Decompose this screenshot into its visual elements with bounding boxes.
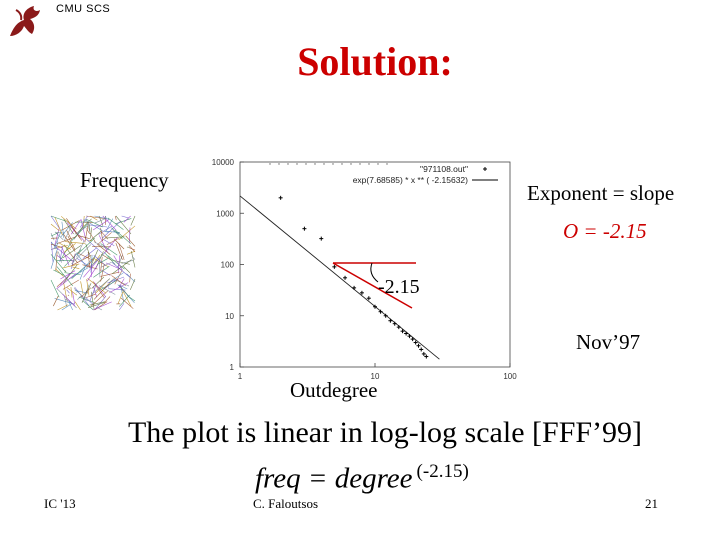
x-tick-label: 100 [503, 372, 517, 381]
data-point [359, 290, 364, 295]
data-point [413, 340, 418, 345]
frame-dot [341, 163, 343, 165]
y-tick-label: 1 [230, 363, 235, 372]
data-point [383, 313, 388, 318]
legend-entry: exp(7.68585) * x ** ( -2.15632) [353, 175, 468, 185]
y-tick-label: 10000 [212, 158, 235, 167]
x-tick-label: 1 [238, 372, 243, 381]
footer-course: IC '13 [44, 496, 76, 511]
y-ticks: 10000 1000 100 10 1 [212, 158, 244, 372]
frame-dot [269, 163, 271, 165]
org-name: CMU SCS [56, 3, 111, 15]
data-point [343, 275, 348, 280]
frame-dot [359, 163, 361, 165]
frame-dot [350, 163, 352, 165]
data-point [366, 296, 371, 301]
y-tick-label: 1000 [216, 209, 234, 218]
frame-dot [305, 163, 307, 165]
x-axis-label: Outdegree [290, 378, 378, 402]
data-point [388, 318, 393, 323]
data-point [424, 354, 429, 359]
frame-dot [287, 163, 289, 165]
data-point [419, 347, 424, 352]
griffin-icon [10, 6, 40, 36]
data-point [392, 321, 397, 326]
internet-graph-image [50, 215, 136, 311]
footer-author: C. Faloutsos [253, 496, 319, 511]
data-point [416, 343, 421, 348]
formula: freq = degree (-2.15) [255, 461, 469, 496]
slope-annotation: -2.15 [378, 276, 420, 298]
date-label: Nov’97 [576, 330, 641, 354]
data-point [410, 337, 415, 342]
x-ticks: 1 10 100 [238, 163, 517, 381]
data-point [278, 195, 283, 200]
plot-frame [239, 161, 511, 368]
frame-dot [296, 163, 298, 165]
statement-text: The plot is linear in log-log scale [FFF… [127, 416, 643, 449]
frame-dot [368, 163, 370, 165]
data-point [378, 309, 383, 314]
formula-main: freq = degree [255, 462, 413, 495]
data-point [373, 304, 377, 309]
data-point [404, 331, 409, 336]
data-points [278, 195, 429, 359]
frequency-label: Frequency [80, 168, 169, 192]
data-point [400, 329, 405, 334]
y-tick-label: 10 [225, 312, 234, 321]
data-point [352, 285, 357, 290]
data-point [407, 334, 412, 339]
slide-title: Solution: [297, 39, 453, 84]
legend: "971108.out"exp(7.68585) * x ** ( -2.156… [353, 164, 498, 185]
data-point [421, 351, 426, 356]
exponent-label: Exponent = slope [527, 181, 675, 205]
y-tick-label: 100 [221, 261, 235, 270]
frame-dot [314, 163, 316, 165]
frame-dot [332, 163, 334, 165]
frame-dot [386, 163, 388, 165]
formula-exponent: (-2.15) [416, 461, 469, 482]
frame-dot [323, 163, 325, 165]
legend-entry: "971108.out" [420, 164, 468, 174]
data-point [319, 236, 324, 241]
degree-distribution-plot: 10000 1000 100 10 1 1 10 100 "971108.out"exp(7… [212, 158, 517, 381]
slope-value: O = -2.15 [563, 219, 647, 243]
frame-dot [278, 163, 280, 165]
x-tick-label: 10 [371, 372, 380, 381]
data-point [396, 325, 401, 330]
data-point [332, 264, 337, 269]
slope-triangle [332, 262, 416, 309]
footer-page-number: 21 [645, 496, 658, 511]
frame-dot [377, 163, 379, 165]
data-point [302, 226, 307, 231]
